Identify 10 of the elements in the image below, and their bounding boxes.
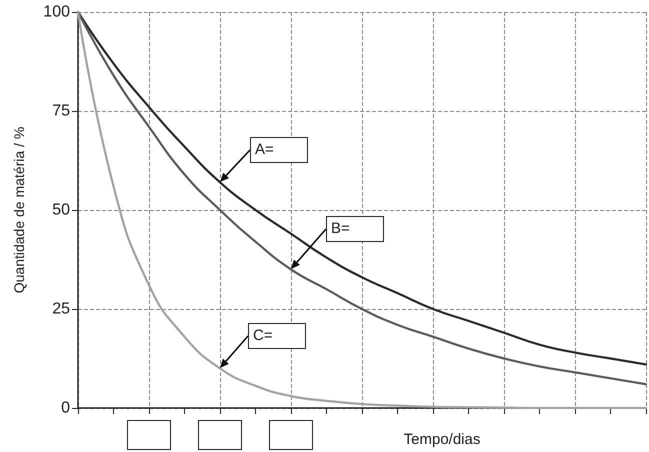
annotation: B= [326,216,384,242]
y-tick-label: 50 [52,202,70,218]
y-tick-label: 75 [52,102,70,120]
annotation: C= [248,323,306,350]
y-axis-title: Quantidade de matéria / % [11,126,27,294]
y-tick-label: 0 [61,400,70,416]
y-tick-label: 25 [52,300,70,318]
y-tick-label: 100 [43,4,70,20]
annotation: A= [250,137,308,164]
x-axis-title: Tempo/dias [404,431,480,448]
